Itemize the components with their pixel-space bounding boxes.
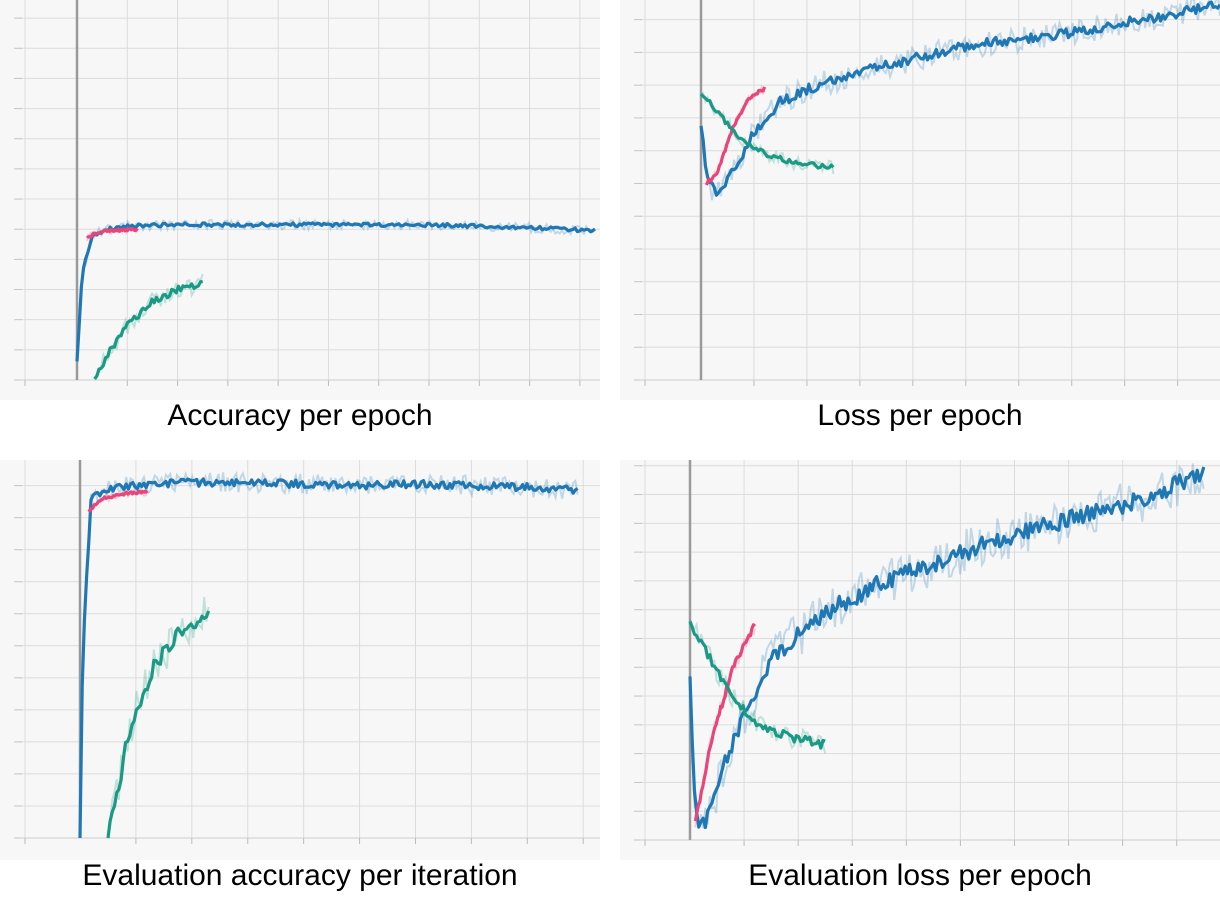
series-line-pink (86, 226, 139, 240)
chart-loss-title: Loss per epoch (817, 399, 1023, 432)
series-line-green (106, 610, 211, 839)
series-line-pink (87, 489, 149, 513)
plot-background (0, 460, 600, 860)
chart-loss-plot (620, 0, 1220, 400)
series-line-blue (78, 477, 579, 839)
chart-eval-loss-title: Evaluation loss per epoch (748, 859, 1092, 892)
chart-accuracy-plot (0, 0, 600, 400)
chart-accuracy-title: Accuracy per epoch (167, 399, 433, 432)
series-line-green (93, 279, 203, 380)
series-line-pink (704, 86, 767, 186)
series-line-blue (699, 0, 1220, 197)
series-line-green (688, 620, 826, 750)
series-line-raw-blue (76, 216, 596, 362)
series-line-raw-green (93, 273, 204, 379)
series-line-raw-blue (689, 463, 1205, 829)
chart-panel-eval-accuracy: Evaluation accuracy per iteration (0, 460, 600, 900)
chart-panel-eval-loss: Evaluation loss per epoch (620, 460, 1220, 900)
chart-eval-accuracy-plot (0, 460, 600, 860)
chart-panel-accuracy: Accuracy per epoch (0, 0, 600, 440)
series-line-blue (688, 466, 1206, 830)
series-line-pink (693, 623, 756, 822)
series-line-green (699, 93, 835, 170)
plot-background (0, 0, 600, 400)
chart-eval-accuracy-title: Evaluation accuracy per iteration (82, 859, 518, 892)
chart-eval-loss-plot (620, 460, 1220, 860)
plot-background (620, 0, 1220, 400)
series-line-raw-blue (700, 0, 1220, 201)
chart-panel-loss: Loss per epoch (620, 0, 1220, 440)
plot-background (620, 460, 1220, 860)
series-line-blue (75, 221, 596, 362)
